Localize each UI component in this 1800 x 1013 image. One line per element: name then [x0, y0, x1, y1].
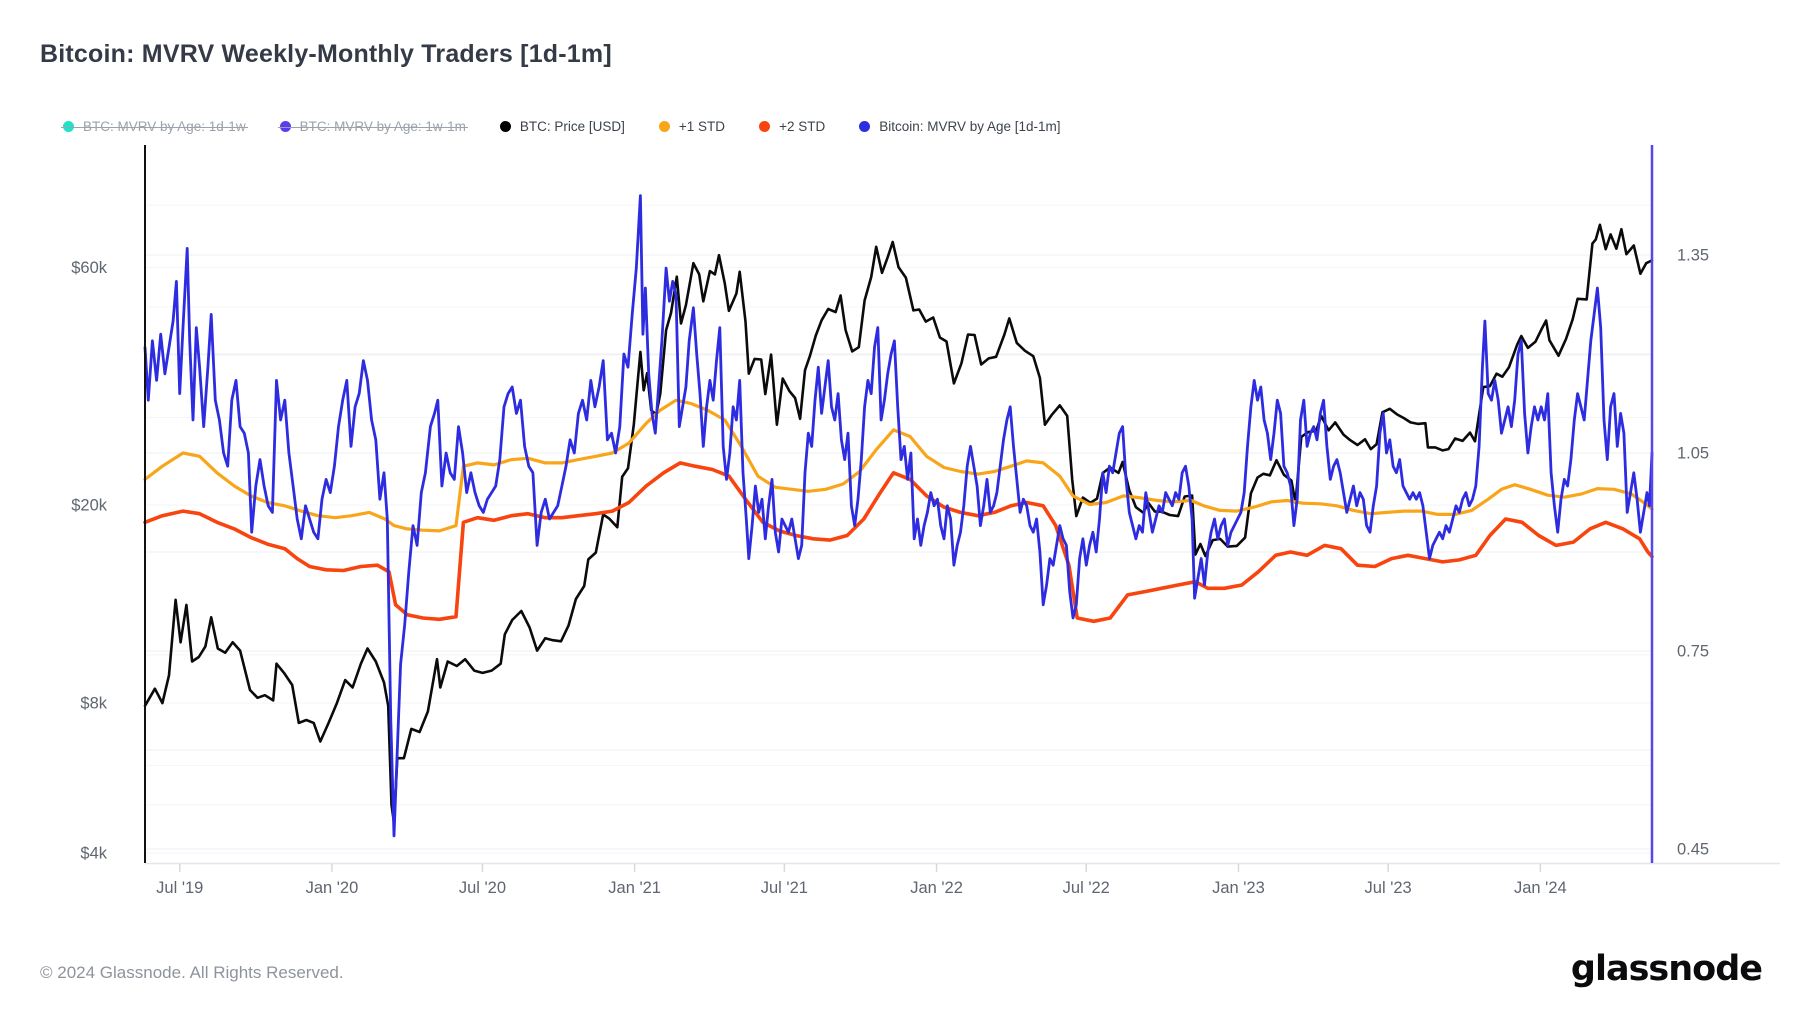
series-line-1: [143, 223, 1654, 825]
series-line-2: [143, 398, 1654, 533]
price-tick-label: $4k: [80, 845, 107, 863]
price-tick-label: $60k: [71, 259, 108, 277]
glassnode-logo: glassnode: [1570, 949, 1763, 989]
x-tick-label: Jan '22: [910, 879, 963, 897]
x-tick-label: Jul '21: [761, 879, 808, 897]
x-tick-label: Jan '24: [1514, 879, 1567, 897]
legend-dot-icon: [499, 121, 511, 132]
legend-item-1[interactable]: BTC: MVRV by Age: 1d-1w: [61, 119, 248, 134]
legend-dot-icon: [658, 121, 670, 132]
legend-item-6[interactable]: Bitcoin: MVRV by Age [1d-1m]: [859, 119, 1061, 134]
x-tick-label: Jul '23: [1365, 879, 1412, 897]
copyright-text: © 2024 Glassnode. All Rights Reserved.: [40, 963, 344, 982]
page-title: Bitcoin: MVRV Weekly-Monthly Traders [1d…: [40, 40, 612, 68]
legend-item-4[interactable]: +1 STD: [658, 119, 726, 134]
mvrv-tick-label: 1.35: [1677, 247, 1709, 265]
x-tick-label: Jan '20: [306, 879, 359, 897]
price-tick-label: $20k: [71, 497, 108, 515]
legend-item-label: +2 STD: [779, 119, 826, 134]
x-tick-label: Jul '22: [1063, 879, 1110, 897]
legend-item-5[interactable]: +2 STD: [759, 119, 825, 134]
legend-item-label: +1 STD: [678, 119, 726, 134]
legend-dot-icon: [859, 121, 871, 132]
legend-item-label: Bitcoin: MVRV by Age [1d-1m]: [879, 119, 1061, 134]
footer: © 2024 Glassnode. All Rights Reserved. g…: [0, 939, 1800, 995]
legend-item-3[interactable]: BTC: Price [USD]: [499, 119, 625, 134]
legend-item-label: BTC: Price [USD]: [519, 119, 625, 134]
series-line-4: [143, 194, 1654, 838]
x-tick-label: Jul '20: [459, 879, 506, 897]
mvrv-tick-label: 1.05: [1677, 445, 1709, 463]
legend-item-2[interactable]: BTC: MVRV by Age: 1w-1m: [277, 119, 469, 134]
x-tick-label: Jan '23: [1212, 879, 1265, 897]
mvrv-tick-label: 0.45: [1677, 841, 1709, 859]
x-tick-label: Jul '19: [156, 879, 203, 897]
series-line-3: [143, 461, 1654, 624]
mvrv-chart-plot[interactable]: Jul '19 Jan '20 Jul '20 Jan '21 Jul '21 Jan '…: [0, 0, 1800, 900]
mvrv-tick-label: 0.75: [1677, 643, 1709, 661]
chart-legend: BTC: MVRV by Age: 1d-1w BTC: MVRV by Age:…: [61, 119, 1061, 134]
price-tick-label: $8k: [80, 695, 107, 713]
x-tick-label: Jan '21: [608, 879, 661, 897]
legend-dot-icon: [759, 121, 771, 132]
